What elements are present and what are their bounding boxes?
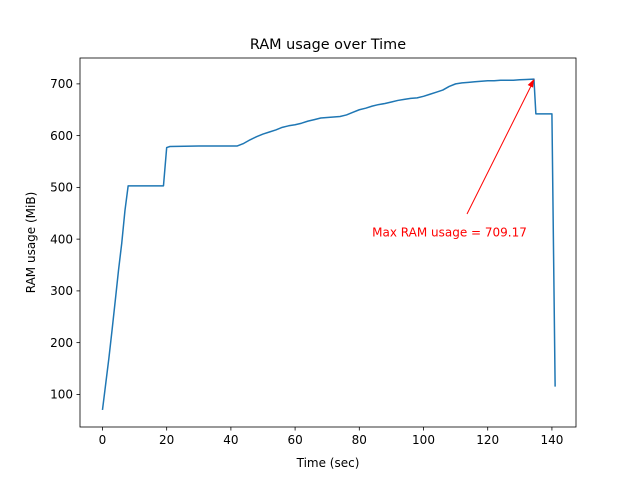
chart-title: RAM usage over Time xyxy=(250,37,406,53)
x-axis-ticks: 0 20 40 60 80 100 120 140 xyxy=(99,427,563,447)
x-tick-label: 80 xyxy=(352,433,367,447)
series-lines xyxy=(101,78,556,411)
y-tick-label: 200 xyxy=(50,336,73,350)
x-axis-label: Time (sec) xyxy=(296,456,360,470)
x-tick-label: 60 xyxy=(287,433,302,447)
max-annotation: Max RAM usage = 709.17 xyxy=(372,79,535,239)
y-axis-ticks: 100 200 300 400 500 600 700 xyxy=(50,77,80,402)
y-tick-label: 100 xyxy=(50,388,73,402)
x-tick-label: 40 xyxy=(223,433,238,447)
y-tick-label: 700 xyxy=(50,77,73,91)
y-tick-label: 600 xyxy=(50,129,73,143)
x-tick-label: 100 xyxy=(412,433,435,447)
x-tick-label: 120 xyxy=(476,433,499,447)
annotation-arrowhead xyxy=(527,79,534,88)
x-tick-label: 140 xyxy=(540,433,563,447)
x-tick-label: 0 xyxy=(99,433,107,447)
y-tick-label: 500 xyxy=(50,181,73,195)
y-tick-label: 300 xyxy=(50,284,73,298)
y-tick-label: 400 xyxy=(50,232,73,246)
y-axis-label: RAM usage (MiB) xyxy=(24,192,38,294)
x-tick-label: 20 xyxy=(159,433,174,447)
max-ram-label: Max RAM usage = 709.17 xyxy=(372,225,527,239)
plot-frame xyxy=(79,57,577,428)
ram-usage-line xyxy=(101,78,556,411)
annotation-arrow-line xyxy=(466,79,535,215)
